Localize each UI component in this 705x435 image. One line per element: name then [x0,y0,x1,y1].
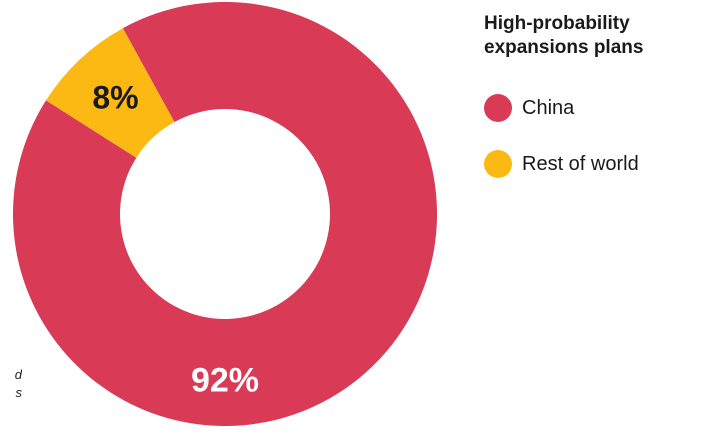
legend-item-rest-of-world: Rest of world [484,149,705,179]
side-note: d s [0,366,22,402]
side-note-line-1: d [14,367,22,382]
slice-china [12,2,437,427]
legend-item-china: China [484,93,705,123]
legend-label-rest-of-world: Rest of world [522,152,639,175]
slice-label-china: 92% [191,362,259,400]
side-note-line-2: s [15,385,23,400]
legend: High-probability expansions plans China … [484,12,705,205]
legend-label-china: China [522,96,575,119]
slice-rest-of-world [46,28,175,158]
legend-swatch-rest-of-world [484,150,512,178]
legend-title: High-probability expansions plans [484,13,644,58]
legend-swatch-china [484,94,512,122]
slice-label-rest-of-world: 8% [92,79,138,115]
